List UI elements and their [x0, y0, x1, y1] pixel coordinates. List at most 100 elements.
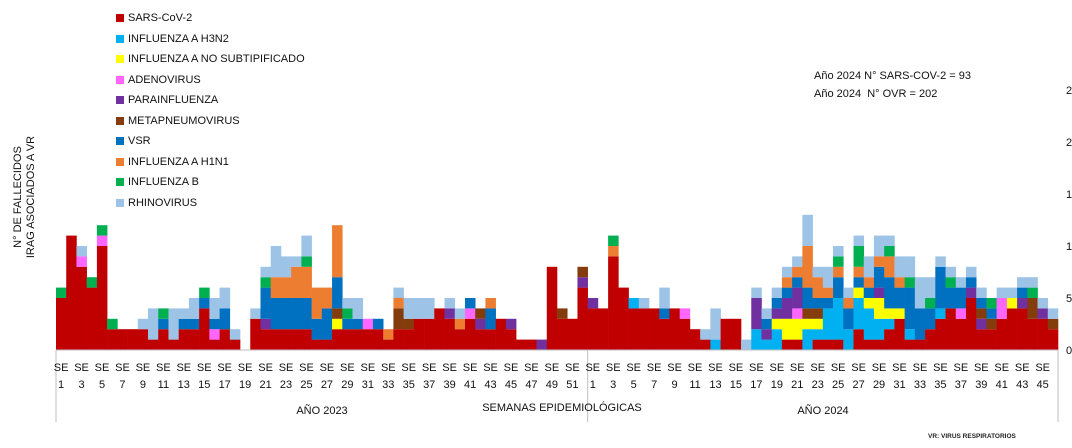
- x-tick-label: 37: [955, 379, 967, 391]
- bar-segment-rhinovirus: [976, 287, 987, 298]
- x-tick-prefix: SE: [688, 362, 703, 374]
- bar-segment-vsr: [311, 318, 323, 340]
- bar-segment-vsr: [986, 308, 997, 319]
- y-tick-label: 0: [1066, 345, 1072, 357]
- bar-segment-rhinovirus: [178, 308, 190, 319]
- bar-segment-rhinovirus: [914, 277, 926, 309]
- x-tick-label: 11: [689, 379, 700, 391]
- bar-segment-influenza-b: [86, 277, 98, 288]
- bar-segment-sars-cov-2: [577, 287, 588, 350]
- x-tick-prefix: SE: [892, 362, 907, 374]
- bar-segment-influenza-a-h3n2: [628, 298, 640, 309]
- bar-segment-metapneumovirus: [1027, 298, 1038, 319]
- bar-segment-vsr: [352, 318, 364, 330]
- bar-segment-vsr: [464, 298, 476, 309]
- x-tick-prefix: SE: [954, 362, 969, 374]
- bar-segment-sars-cov-2: [280, 329, 292, 350]
- bar-segment-influenza-a-h3n2: [863, 308, 875, 340]
- bar-segment-influenza-a-h1n1: [802, 246, 813, 288]
- bar-segment-influenza-a-no-subtipificado: [884, 308, 895, 319]
- x-tick-label: 31: [893, 379, 905, 391]
- bar-segment-influenza-a-h1n1: [332, 225, 343, 278]
- bar-segment-vsr: [873, 266, 885, 288]
- x-tick-label: 11: [158, 379, 169, 391]
- x-tick-label: 1: [58, 379, 64, 391]
- bar-segment-rhinovirus: [894, 256, 905, 278]
- x-tick-prefix: SE: [831, 362, 846, 374]
- bar-segment-influenza-a-h3n2: [904, 329, 916, 340]
- bar-segment-vsr: [914, 308, 926, 340]
- bar-segment-sars-cov-2: [495, 318, 507, 350]
- x-tick-label: 39: [444, 379, 456, 391]
- bar-segment-influenza-a-h1n1: [843, 298, 854, 309]
- x-tick-prefix: SE: [851, 362, 866, 374]
- x-tick-label: 17: [219, 379, 231, 391]
- bar-segment-rhinovirus: [1027, 277, 1038, 288]
- bar-segment-rhinovirus: [219, 287, 231, 309]
- x-tick-prefix: SE: [361, 362, 376, 374]
- bar-segment-rhinovirus: [945, 266, 957, 278]
- bar-segment-sars-cov-2: [689, 329, 701, 350]
- bar-segment-rhinovirus: [291, 256, 302, 267]
- bar-segment-sars-cov-2: [914, 339, 926, 350]
- x-tick-prefix: SE: [1035, 362, 1050, 374]
- bar-segment-influenza-a-h1n1: [321, 287, 333, 309]
- x-tick-prefix: SE: [626, 362, 641, 374]
- bar-segment-sars-cov-2: [393, 329, 404, 350]
- x-tick-prefix: SE: [197, 362, 212, 374]
- bar-segment-influenza-a-h3n2: [771, 329, 783, 350]
- legend-item-influenza-b: INFLUENZA B: [116, 172, 305, 193]
- x-tick-label: 47: [525, 379, 537, 391]
- x-tick-prefix: SE: [647, 362, 662, 374]
- bar-segment-vsr: [342, 318, 353, 330]
- x-tick-prefix: SE: [1015, 362, 1030, 374]
- legend-item-influenza-a-no-subtipificado: INFLUENZA A NO SUBTIPIFICADO: [116, 49, 305, 70]
- bar-segment-sars-cov-2: [403, 329, 415, 350]
- x-tick-label: 15: [730, 379, 742, 391]
- bar-segment-influenza-b: [986, 298, 997, 309]
- bar-segment-vsr: [178, 318, 190, 330]
- bar-segment-rhinovirus: [659, 287, 670, 309]
- legend: SARS-CoV-2 INFLUENZA A H3N2 INFLUENZA A …: [116, 8, 305, 213]
- legend-item-adenovirus: ADENOVIRUS: [116, 70, 305, 91]
- bar-segment-parainfluenza: [781, 298, 793, 319]
- bar-segment-influenza-a-no-subtipificado: [332, 318, 343, 330]
- bar-segment-influenza-a-h1n1: [270, 277, 282, 298]
- x-tick-prefix: SE: [606, 362, 621, 374]
- bar-segment-sars-cov-2: [546, 266, 558, 350]
- bar-segment-rhinovirus: [771, 287, 783, 298]
- bar-segment-influenza-b: [608, 235, 619, 246]
- bar-segment-vsr: [976, 298, 987, 309]
- bar-segment-sars-cov-2: [516, 339, 527, 350]
- y-tick-label: 15: [1066, 189, 1072, 201]
- legend-item-rhinovirus: RHINOVIRUS: [116, 193, 305, 214]
- bar-segment-vsr: [158, 318, 169, 330]
- x-tick-label: 41: [464, 379, 476, 391]
- bar-segment-rhinovirus: [781, 266, 793, 278]
- bar-segment-rhinovirus: [822, 266, 834, 288]
- bar-segment-vsr: [802, 287, 813, 309]
- bar-segment-parainfluenza: [475, 318, 486, 330]
- bar-segment-sars-cov-2: [464, 318, 476, 350]
- bar-segment-influenza-a-h1n1: [863, 277, 875, 288]
- bar-segment-vsr: [863, 287, 875, 298]
- x-tick-label: 7: [651, 379, 657, 391]
- bar-segment-parainfluenza: [505, 318, 517, 330]
- bar-segment-sars-cov-2: [505, 329, 517, 350]
- x-tick-prefix: SE: [769, 362, 784, 374]
- x-tick-label: 5: [631, 379, 637, 391]
- bar-segment-sars-cov-2: [863, 339, 875, 350]
- bar-segment-sars-cov-2: [372, 329, 384, 350]
- bar-segment-sars-cov-2: [199, 308, 210, 350]
- legend-swatch: [116, 178, 124, 187]
- bar-segment-rhinovirus: [188, 298, 200, 319]
- bar-segment-influenza-b: [925, 298, 936, 309]
- bar-segment-rhinovirus: [843, 287, 854, 298]
- x-tick-label: 41: [996, 379, 1008, 391]
- x-tick-label: 43: [1016, 379, 1028, 391]
- bar-segment-influenza-a-h1n1: [383, 329, 394, 340]
- bar-segment-sars-cov-2: [853, 329, 865, 350]
- x-tick-prefix: SE: [667, 362, 682, 374]
- bar-segment-parainfluenza: [444, 308, 456, 319]
